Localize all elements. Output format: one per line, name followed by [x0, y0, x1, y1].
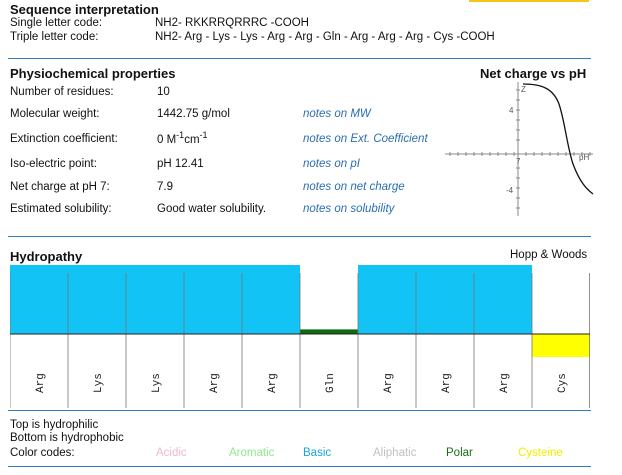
hydropathy-bar	[126, 265, 184, 334]
charge-plot-tick-neg: -4	[506, 186, 514, 195]
charge-plot-y-ticks	[516, 89, 520, 209]
hydropathy-chart: Arg Lys Lys Arg Arg Gln Arg Arg Arg Cys	[10, 265, 590, 408]
divider-rule-4	[8, 466, 591, 467]
code-acidic: Acidic	[156, 447, 187, 459]
divider-rule-3	[8, 410, 591, 411]
residue-label: Arg	[35, 373, 47, 393]
charge-plot-z-label: Z	[521, 85, 526, 94]
charge-plot-ph-label: pH	[579, 153, 589, 162]
residue-label: Cys	[557, 373, 569, 393]
residue-label: Lys	[93, 373, 105, 393]
single-letter-value: NH2- RKKRRQRRRC -COOH	[155, 17, 309, 29]
code-aliphatic: Aliphatic	[373, 447, 417, 459]
physio-heading: Physiochemical properties	[10, 66, 176, 81]
triple-letter-label: Triple letter code:	[10, 31, 99, 43]
net-charge-label: Net charge at pH 7:	[10, 181, 110, 193]
single-letter-label: Single letter code:	[10, 17, 103, 29]
hydropathy-bar	[474, 265, 532, 334]
residues-value: 10	[157, 86, 170, 98]
residue-label: Arg	[441, 373, 453, 393]
charge-curve	[522, 83, 594, 195]
color-codes-label: Color codes:	[10, 447, 75, 459]
residue-label: Lys	[151, 373, 163, 393]
hydropathy-scale: Hopp & Woods	[510, 249, 588, 261]
pi-notes-link[interactable]: notes on pI	[303, 158, 360, 170]
triple-letter-value: NH2- Arg - Lys - Lys - Arg - Arg - Gln -…	[155, 31, 495, 43]
charge-plot-tick-x: 7	[516, 157, 521, 166]
top-note: Top is hydrophilic	[10, 419, 99, 431]
ext-coef-label: Extinction coefficient:	[10, 133, 118, 145]
hydropathy-heading: Hydropathy	[10, 249, 83, 264]
bottom-note: Bottom is hydrophobic	[10, 432, 124, 444]
residue-label: Arg	[267, 373, 279, 393]
hydropathy-bar	[68, 265, 126, 334]
residue-label: Arg	[499, 373, 511, 393]
residue-label: Arg	[383, 373, 395, 393]
solubility-value: Good water solubility.	[157, 203, 267, 215]
ext-coef-sup2: -1	[199, 130, 208, 140]
net-charge-value: 7.9	[157, 181, 173, 193]
hydropathy-bar	[416, 265, 474, 334]
solubility-notes-link[interactable]: notes on solubility	[303, 203, 395, 215]
code-cysteine: Cysteine	[518, 447, 563, 459]
charge-plot-title: Net charge vs pH	[480, 66, 587, 81]
charge-plot-tick-pos: 4	[509, 106, 514, 115]
pi-label: Iso-electric point:	[10, 158, 97, 170]
code-aromatic: Aromatic	[229, 447, 275, 459]
charge-plot: Z 4 -4 7 pH	[445, 82, 594, 216]
mw-label: Molecular weight:	[10, 108, 100, 120]
ext-coef-notes-link[interactable]: notes on Ext. Coefficient	[303, 133, 428, 145]
ext-coef-main: 0 M	[157, 133, 177, 146]
hydropathy-bar	[300, 329, 358, 334]
solubility-label: Estimated solubility:	[10, 203, 112, 215]
divider-rule	[8, 58, 591, 59]
sequence-heading: Sequence interpretation	[10, 2, 159, 17]
hydropathy-bar	[358, 265, 416, 334]
pi-value: pH 12.41	[157, 158, 204, 170]
code-polar: Polar	[446, 447, 473, 459]
residues-label: Number of residues:	[10, 86, 114, 98]
mw-value: 1442.75 g/mol	[157, 108, 230, 120]
top-accent-line	[469, 0, 589, 2]
code-basic: Basic	[303, 447, 332, 459]
hydropathy-bar	[242, 265, 300, 334]
divider-rule-2	[8, 236, 591, 237]
ext-coef-sup1: -1	[176, 130, 185, 140]
net-charge-notes-link[interactable]: notes on net charge	[303, 181, 405, 193]
charge-plot-x-ticks	[449, 152, 591, 156]
residue-label: Arg	[209, 373, 221, 393]
hydropathy-bar	[184, 265, 242, 334]
hydropathy-bar	[532, 334, 590, 357]
residue-label: Gln	[325, 373, 337, 393]
ext-coef-mid: cm	[184, 133, 200, 146]
hydropathy-bar	[10, 265, 68, 334]
mw-notes-link[interactable]: notes on MW	[303, 108, 371, 120]
ext-coef-value: 0 M-1cm-1	[157, 130, 208, 146]
